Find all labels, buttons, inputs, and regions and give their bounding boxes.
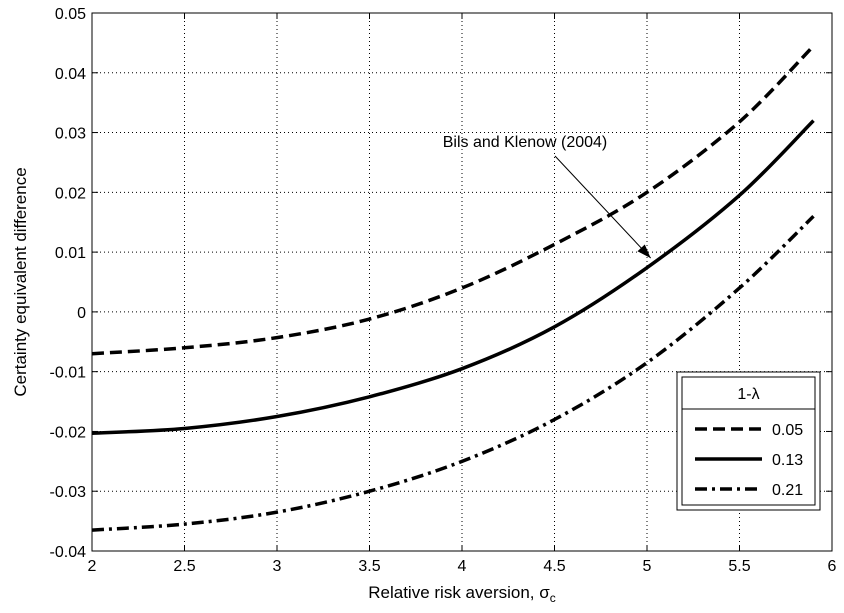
annotation-arrowhead (637, 244, 651, 259)
x-tick-label: 3.5 (358, 558, 380, 575)
legend: 1-λ 0.05 0.13 0.21 (676, 371, 821, 511)
series-lines (91, 44, 815, 532)
series-line-0.13 (91, 119, 815, 435)
x-tick-label: 3 (273, 558, 282, 575)
series-line-0.05 (91, 44, 815, 356)
y-tick-label: 0.03 (55, 126, 86, 143)
y-tick-label: 0.01 (55, 245, 86, 262)
x-tick-label: 4.5 (543, 558, 565, 575)
y-tick-label: -0.04 (50, 544, 87, 561)
x-tick-label: 5.5 (728, 558, 750, 575)
y-axis-label: Certainty equivalent difference (11, 167, 30, 396)
y-tick-label: -0.02 (50, 424, 87, 441)
y-tick-label: 0.04 (55, 66, 86, 83)
x-tick-label: 6 (828, 558, 837, 575)
x-tick-label: 4 (458, 558, 467, 575)
legend-title: 1-λ (737, 386, 759, 403)
legend-entry-0.13: 0.13 (772, 452, 803, 469)
annotation-label: Bils and Klenow (2004) (443, 134, 608, 151)
x-axis-label: Relative risk aversion, σc (368, 583, 556, 605)
legend-box (676, 371, 821, 511)
y-tick-label: 0.02 (55, 185, 86, 202)
y-tick-label: -0.01 (50, 365, 87, 382)
axis-ticks: 2 2.5 3 3.5 4 4.5 5 5.5 6 -0.04 -0.03 -0.02 -0.01 0 0.… (50, 6, 837, 575)
x-tick-label: 5 (643, 558, 652, 575)
y-tick-label: 0 (77, 305, 86, 322)
legend-inner-box (681, 376, 816, 506)
series-line-0.21 (91, 214, 815, 532)
x-tick-label: 2 (88, 558, 97, 575)
legend-entry-0.05: 0.05 (772, 422, 803, 439)
y-tick-label: -0.03 (50, 484, 87, 501)
y-tick-label: 0.05 (55, 6, 86, 23)
legend-entry-0.21: 0.21 (772, 482, 803, 499)
x-tick-label: 2.5 (173, 558, 195, 575)
annotation-arrow (554, 155, 652, 259)
x-axis-label-subscript: c (550, 591, 556, 605)
annotation: Bils and Klenow (2004) (443, 134, 652, 259)
